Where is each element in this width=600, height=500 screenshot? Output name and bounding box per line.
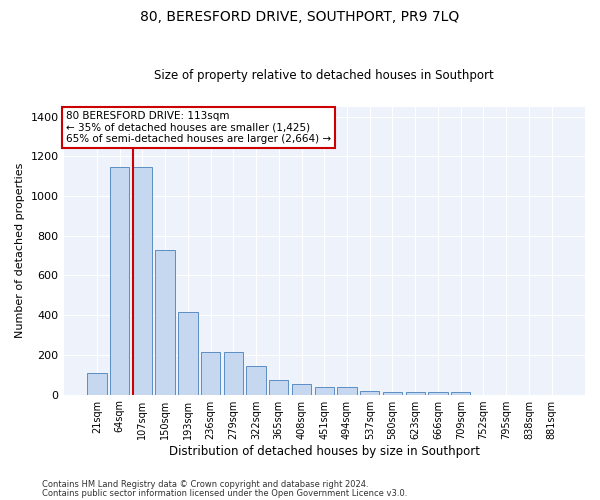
Bar [178, 312, 197, 394]
Bar [247, 366, 266, 394]
X-axis label: Distribution of detached houses by size in Southport: Distribution of detached houses by size … [169, 444, 480, 458]
Bar [269, 380, 289, 394]
Bar [133, 168, 152, 394]
Bar [110, 168, 130, 394]
Bar [155, 250, 175, 394]
Text: 80, BERESFORD DRIVE, SOUTHPORT, PR9 7LQ: 80, BERESFORD DRIVE, SOUTHPORT, PR9 7LQ [140, 10, 460, 24]
Bar [406, 392, 425, 394]
Bar [428, 392, 448, 394]
Text: 80 BERESFORD DRIVE: 113sqm
← 35% of detached houses are smaller (1,425)
65% of s: 80 BERESFORD DRIVE: 113sqm ← 35% of deta… [66, 111, 331, 144]
Y-axis label: Number of detached properties: Number of detached properties [15, 163, 25, 338]
Bar [383, 392, 402, 394]
Title: Size of property relative to detached houses in Southport: Size of property relative to detached ho… [154, 69, 494, 82]
Bar [292, 384, 311, 394]
Bar [314, 387, 334, 394]
Bar [360, 390, 379, 394]
Bar [224, 352, 243, 395]
Bar [201, 352, 220, 395]
Bar [87, 372, 107, 394]
Bar [451, 392, 470, 394]
Bar [337, 387, 356, 394]
Text: Contains public sector information licensed under the Open Government Licence v3: Contains public sector information licen… [42, 488, 407, 498]
Text: Contains HM Land Registry data © Crown copyright and database right 2024.: Contains HM Land Registry data © Crown c… [42, 480, 368, 489]
